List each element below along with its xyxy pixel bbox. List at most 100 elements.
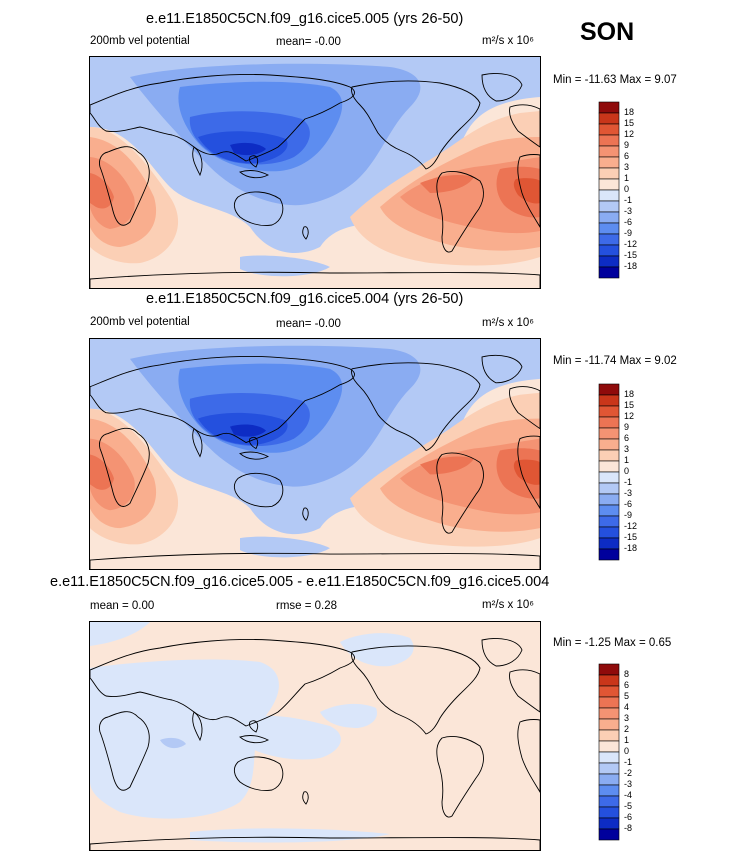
panel3-units-label: m²/s x 10⁶ xyxy=(482,599,535,611)
colorbar-swatch xyxy=(598,211,620,224)
coastline xyxy=(99,146,150,226)
contour-region-n1 xyxy=(240,536,330,558)
coastline xyxy=(517,154,540,228)
coastline xyxy=(90,271,540,288)
colorbar-tick-label: -1 xyxy=(624,195,633,205)
colorbar-swatch xyxy=(598,817,620,830)
colorbar-swatch xyxy=(598,416,620,429)
panel3-mean-label: mean = 0.00 xyxy=(90,600,155,612)
colorbar-swatch xyxy=(598,134,620,147)
coastline xyxy=(233,191,284,226)
colorbar-swatch xyxy=(598,504,620,517)
contour-region-negative xyxy=(120,728,148,740)
contour-region-n15 xyxy=(230,424,266,437)
colorbar-tick-label: 1 xyxy=(624,735,630,745)
coastline xyxy=(302,507,309,521)
colorbar-swatch xyxy=(598,663,620,676)
colorbar-swatch xyxy=(598,773,620,786)
colorbar-tick-label: 6 xyxy=(624,151,630,161)
colorbar-tick-label: 18 xyxy=(624,107,635,117)
colorbar-swatch xyxy=(598,189,620,202)
colorbar-tick-label: -3 xyxy=(624,206,633,216)
colorbar-swatch xyxy=(598,784,620,797)
colorbar-swatch xyxy=(598,394,620,407)
colorbar-tick-label: -9 xyxy=(624,510,633,520)
coastline xyxy=(481,73,523,102)
colorbar-swatch xyxy=(598,123,620,136)
coastline xyxy=(249,720,259,733)
coastline xyxy=(249,436,259,450)
panel2-map xyxy=(89,338,541,570)
colorbar-swatch xyxy=(598,729,620,742)
panel2-variable-label: 200mb vel potential xyxy=(90,316,190,328)
coastline xyxy=(99,427,150,507)
colorbar-swatch xyxy=(598,696,620,709)
contour-region-negative xyxy=(320,703,378,728)
colorbar-swatch xyxy=(598,493,620,506)
coastline xyxy=(90,552,540,569)
colorbar-swatch xyxy=(598,266,620,279)
coastline xyxy=(351,645,481,735)
colorbar-tick-label: 12 xyxy=(624,129,635,139)
colorbar-swatch xyxy=(598,178,620,191)
colorbar-swatch xyxy=(598,751,620,764)
colorbar-tick-label: -1 xyxy=(624,757,633,767)
colorbar-tick-label: 4 xyxy=(624,702,630,712)
panel3-title: e.e11.E1850C5CN.f09_g16.cice5.005 - e.e1… xyxy=(50,574,550,590)
field-layer xyxy=(90,339,540,569)
colorbar-tick-label: 8 xyxy=(624,669,630,679)
coastline xyxy=(90,355,355,444)
contour-region-p12 xyxy=(513,459,540,485)
colorbar-tick-label: 0 xyxy=(624,184,630,194)
colorbar-swatch xyxy=(598,471,620,484)
panel3-minmax: Min = -1.25 Max = 0.65 xyxy=(553,637,672,649)
colorbar-tick-label: 9 xyxy=(624,140,630,150)
coastline xyxy=(90,639,355,727)
panel1-mean-label: mean= -0.00 xyxy=(276,36,341,48)
colorbar-tick-label: -6 xyxy=(624,499,633,509)
colorbar-swatch xyxy=(598,685,620,698)
colorbar-tick-label: 2 xyxy=(624,724,630,734)
coastline xyxy=(351,80,481,170)
coastline xyxy=(436,452,484,534)
colorbar-tick-label: 0 xyxy=(624,746,630,756)
field-layer xyxy=(90,57,540,288)
colorbar-tick-label: -12 xyxy=(624,521,638,531)
colorbar-tick-label: -15 xyxy=(624,532,638,542)
coastline xyxy=(302,791,309,805)
contour-region-negative xyxy=(340,633,414,667)
contour-region-negative xyxy=(90,622,150,646)
colorbar-tick-label: 15 xyxy=(624,400,635,410)
colorbar-tick-label: 15 xyxy=(624,118,635,128)
colorbar-swatch xyxy=(598,438,620,451)
contour-region-negative xyxy=(190,828,390,843)
coastline xyxy=(509,104,540,148)
coastline xyxy=(192,711,203,742)
colorbar-swatch xyxy=(598,427,620,440)
contour-region-n1 xyxy=(160,737,186,749)
colorbar-tick-label: 6 xyxy=(624,433,630,443)
coastline xyxy=(517,435,540,510)
colorbar-swatch xyxy=(598,112,620,125)
panel2-title: e.e11.E1850C5CN.f09_g16.cice5.004 (yrs 2… xyxy=(146,291,464,307)
colorbar-swatch xyxy=(598,762,620,775)
coastline xyxy=(99,711,150,791)
panel2-mean-label: mean= -0.00 xyxy=(276,318,341,330)
coastline xyxy=(192,146,203,177)
colorbar-tick-label: -3 xyxy=(624,779,633,789)
colorbar-tick-label: 3 xyxy=(624,162,630,172)
panel3-map xyxy=(89,621,541,851)
colorbar-swatch xyxy=(598,383,620,396)
colorbar-swatch xyxy=(598,674,620,687)
coastline xyxy=(436,735,484,818)
contour-region-negative xyxy=(90,659,279,819)
panel2-units-label: m²/s x 10⁶ xyxy=(482,317,535,329)
colorbar-swatch xyxy=(598,548,620,561)
colorbar-tick-label: 1 xyxy=(624,173,630,183)
colorbar-tick-label: 6 xyxy=(624,680,630,690)
contour-region-n1 xyxy=(240,255,330,277)
colorbar-tick-label: -15 xyxy=(624,250,638,260)
colorbar-tick-label: -1 xyxy=(624,477,633,487)
colorbar-tick-label: 12 xyxy=(624,411,635,421)
colorbar-swatch xyxy=(598,405,620,418)
